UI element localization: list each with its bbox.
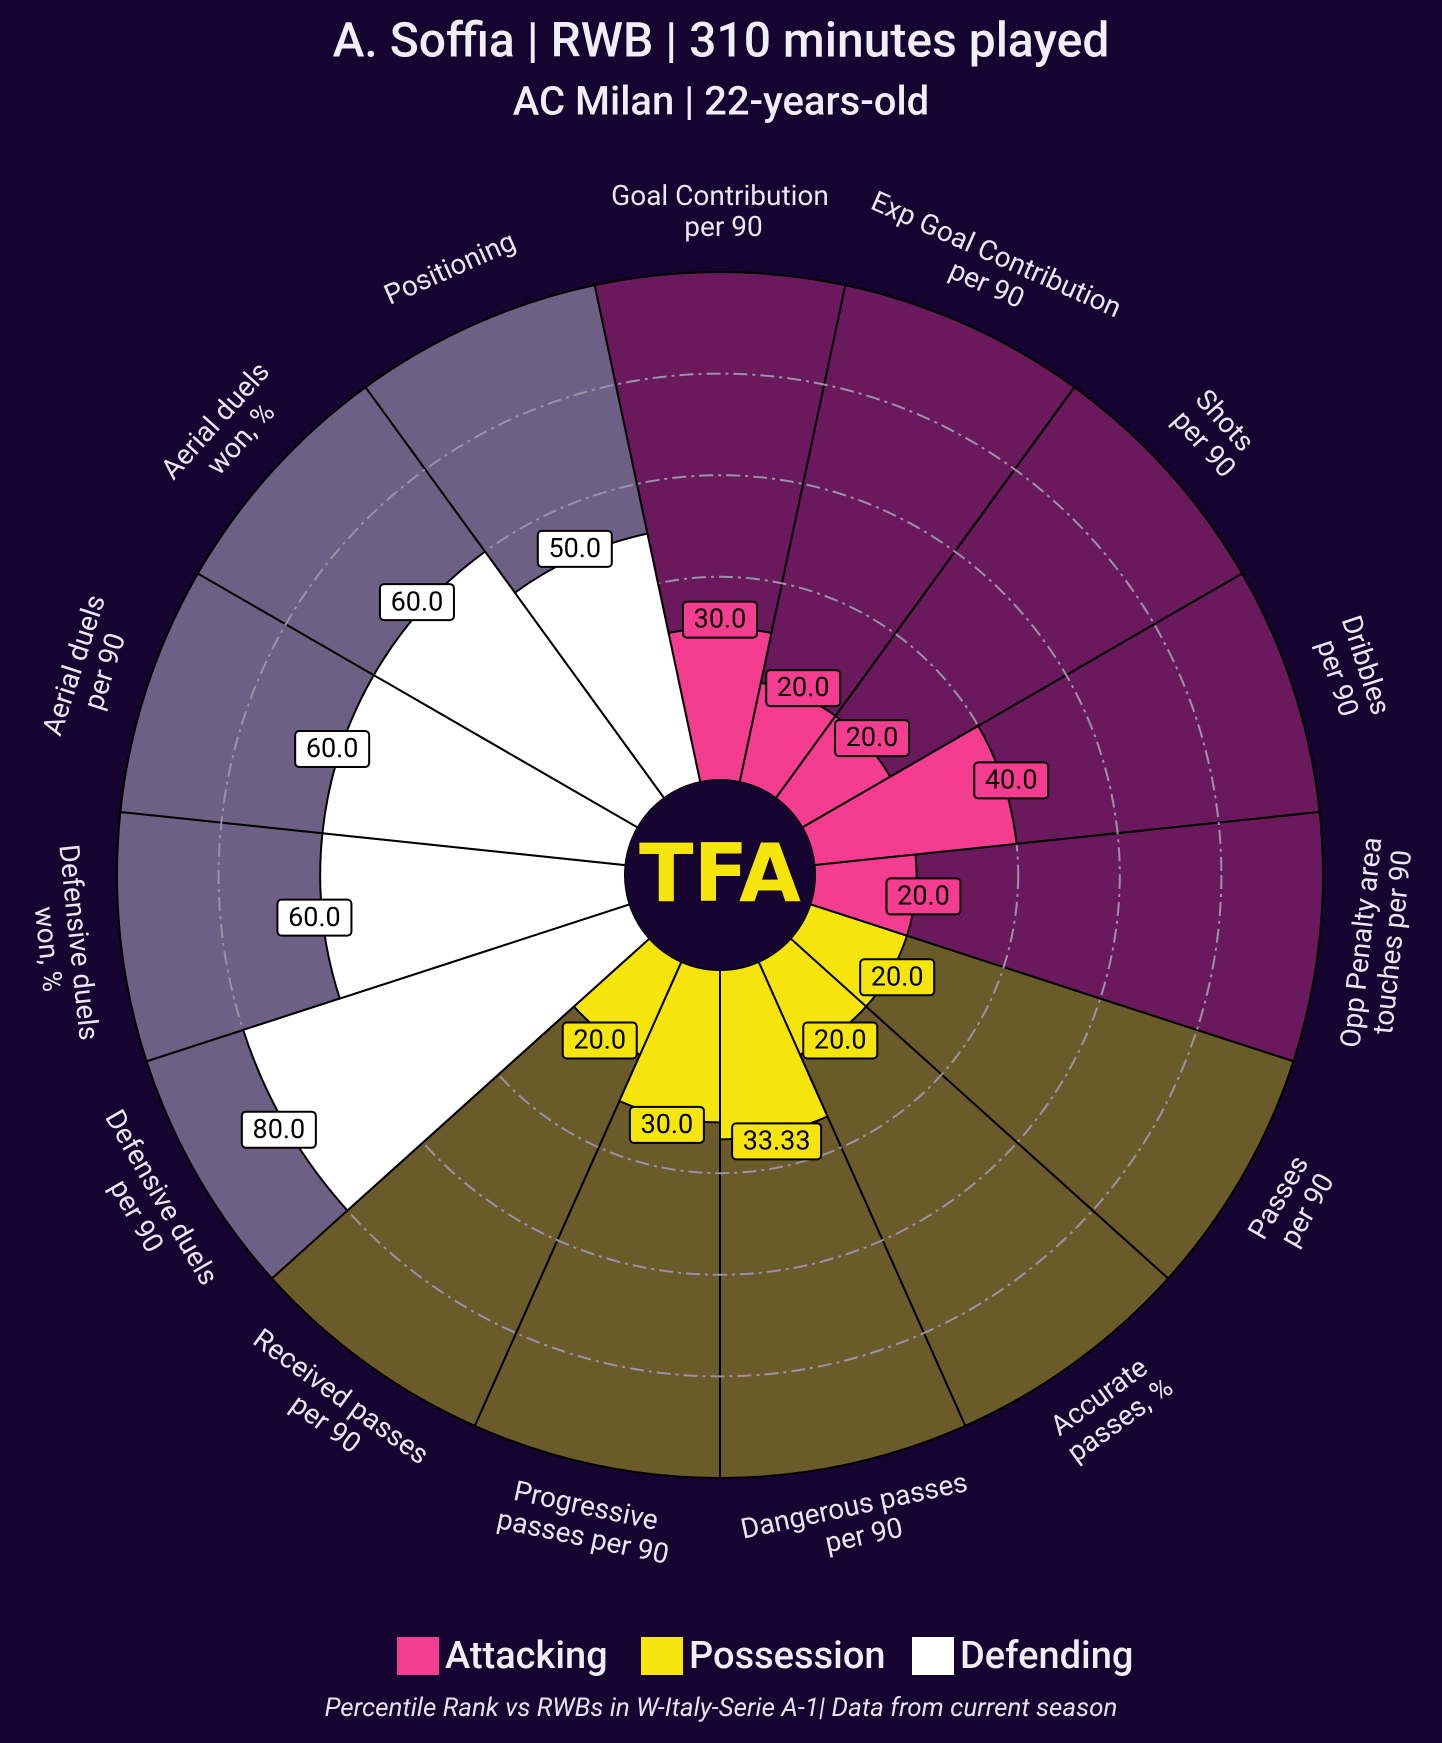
legend-label: Defending (960, 1634, 1133, 1678)
value-label: 40.0 (985, 764, 1038, 796)
value-label: 50.0 (548, 532, 601, 564)
value-label-box (885, 877, 962, 916)
value-label: 60.0 (306, 732, 359, 764)
chart-title: A. Soffia | RWB | 310 minutes played (333, 12, 1110, 69)
value-label-box (628, 1105, 705, 1144)
category-label: Shots per 90 (1161, 378, 1266, 484)
category-label: Goal Contribution per 90 (611, 179, 829, 243)
value-label-box (973, 761, 1050, 800)
value-label: 30.0 (694, 603, 747, 635)
chart-subtitle: AC Milan | 22-years-old (513, 78, 929, 125)
legend-swatch (912, 1637, 954, 1675)
logo: TFA (639, 827, 801, 920)
value-label: 80.0 (253, 1113, 306, 1145)
value-label-box (378, 583, 455, 622)
footnote: Percentile Rank vs RWBs in W-Italy-Serie… (325, 1693, 1118, 1723)
value-label-box (731, 1122, 823, 1161)
value-label-box (682, 600, 758, 639)
center-hole (625, 780, 815, 970)
category-label: Positioning (379, 225, 520, 312)
value-label: 30.0 (641, 1108, 694, 1140)
value-label-box (859, 958, 936, 997)
value-label-box (765, 669, 842, 708)
category-label: Dribbles per 90 (1305, 611, 1397, 728)
value-label: 20.0 (777, 671, 830, 703)
grid-circle (420, 575, 1020, 1175)
value-label-box (240, 1110, 317, 1149)
legend-label: Attacking (445, 1634, 608, 1678)
value-label-box (834, 719, 911, 758)
value-label-box (536, 529, 613, 568)
value-label: 60.0 (391, 585, 444, 617)
value-label: 33.33 (743, 1124, 811, 1156)
category-label: Opp Penalty area touches per 90 (1334, 836, 1420, 1053)
value-label-box (802, 1021, 879, 1060)
category-label: Progressive passes per 90 (487, 1471, 678, 1571)
value-label: 20.0 (871, 960, 924, 992)
value-label-box (294, 729, 371, 768)
legend-label: Possession (689, 1634, 886, 1678)
value-label-box (561, 1021, 638, 1060)
category-label: Aerial duels per 90 (36, 591, 142, 749)
category-label: Defensive duels won, % (21, 843, 105, 1045)
value-label-box (276, 898, 353, 937)
category-label: Passes per 90 (1241, 1150, 1342, 1261)
legend-swatch (397, 1637, 439, 1675)
value-label: 20.0 (814, 1024, 867, 1056)
value-label: 20.0 (846, 721, 899, 753)
value-label: 20.0 (897, 880, 950, 912)
value-label: 20.0 (573, 1024, 626, 1056)
value-label: 60.0 (288, 901, 341, 933)
category-label: Dangerous passes per 90 (738, 1466, 977, 1577)
legend-swatch (641, 1637, 683, 1675)
grid-circle (217, 372, 1223, 1378)
